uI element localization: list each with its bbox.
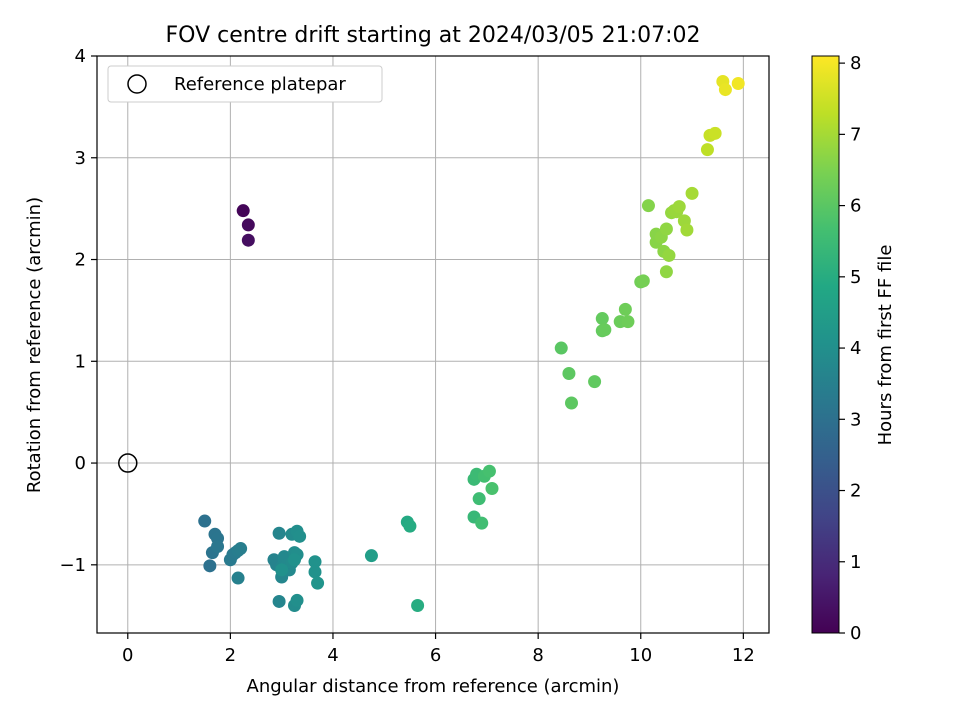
plot-background	[97, 56, 769, 633]
data-point	[659, 265, 673, 279]
data-point	[411, 599, 425, 613]
data-point	[731, 76, 745, 90]
x-tick-label: 8	[532, 645, 543, 666]
data-point	[403, 519, 417, 533]
colorbar-tick-label: 0	[850, 623, 861, 644]
y-tick-label: 2	[75, 250, 86, 271]
x-tick-label: 2	[225, 645, 236, 666]
data-point	[234, 542, 248, 556]
data-point	[565, 396, 579, 410]
data-point	[198, 514, 212, 528]
legend-marker	[127, 74, 147, 94]
data-point	[472, 492, 486, 506]
colorbar-tick-label: 1	[850, 552, 861, 573]
data-point	[275, 563, 289, 577]
colorbar-label: Hours from first FF file	[875, 245, 896, 446]
colorbar-ticks: 0 1 2 3 4 5 6 7 8	[839, 53, 861, 644]
y-tick-label: 4	[75, 46, 86, 67]
data-point	[308, 555, 322, 569]
data-point	[672, 200, 686, 214]
x-tick-label: 0	[122, 645, 133, 666]
y-tick-label: 1	[75, 351, 86, 372]
plot-frame	[96, 55, 770, 634]
data-point	[562, 367, 576, 381]
y-tick-label: −1	[59, 555, 86, 576]
data-point	[475, 516, 489, 530]
legend-box	[107, 65, 383, 103]
data-point	[659, 222, 673, 236]
data-point	[236, 204, 250, 218]
colorbar-tick-label: 5	[850, 267, 861, 288]
data-point	[718, 83, 732, 97]
x-axis-ticks: 0 2 4 6 8 10 12	[122, 633, 755, 666]
data-point	[272, 526, 286, 540]
y-tick-label: 0	[75, 453, 86, 474]
colorbar-gradient	[811, 55, 840, 634]
data-point	[618, 302, 632, 316]
legend-label: Reference platepar	[174, 74, 346, 95]
data-point	[290, 593, 304, 607]
data-point	[482, 464, 496, 478]
data-point	[598, 323, 612, 337]
x-tick-label: 12	[732, 645, 755, 666]
y-axis-title: Rotation from reference (arcmin)	[24, 197, 45, 493]
data-point	[708, 126, 722, 140]
data-point	[293, 529, 307, 543]
colorbar-tick-label: 2	[850, 481, 861, 502]
x-axis-title: Angular distance from reference (arcmin)	[247, 676, 620, 697]
data-point	[680, 223, 694, 237]
data-point	[554, 341, 568, 355]
data-point	[685, 186, 699, 200]
data-point	[595, 312, 609, 326]
data-point	[308, 565, 322, 579]
y-axis-ticks: −1 0 1 2 3 4	[59, 46, 97, 576]
data-point	[241, 233, 255, 247]
x-tick-label: 10	[629, 645, 652, 666]
colorbar-tick-label: 3	[850, 409, 861, 430]
data-point	[311, 576, 325, 590]
data-point	[241, 218, 255, 232]
data-point	[641, 199, 655, 213]
colorbar-tick-label: 4	[850, 338, 861, 359]
data-points	[198, 74, 745, 613]
data-point	[485, 481, 499, 495]
data-point	[700, 143, 714, 157]
colorbar-tick-label: 6	[850, 196, 861, 217]
x-tick-label: 6	[430, 645, 441, 666]
data-point	[211, 540, 225, 554]
y-tick-label: 3	[75, 148, 86, 169]
chart-title: FOV centre drift starting at 2024/03/05 …	[166, 23, 701, 48]
data-point	[287, 553, 301, 567]
legend: Reference platepar	[107, 65, 383, 103]
data-point	[588, 375, 602, 389]
x-tick-label: 4	[327, 645, 338, 666]
data-point	[364, 549, 378, 563]
reference-platepar-marker	[118, 453, 138, 473]
colorbar-tick-label: 7	[850, 124, 861, 145]
data-point	[662, 248, 676, 262]
data-point	[203, 559, 217, 573]
data-point	[231, 571, 245, 585]
data-point	[621, 315, 635, 329]
data-point	[272, 594, 286, 608]
colorbar-tick-label: 8	[850, 53, 861, 74]
colorbar: 0 1 2 3 4 5 6 7 8 Hours from first FF file	[811, 53, 896, 644]
data-point	[636, 274, 650, 288]
